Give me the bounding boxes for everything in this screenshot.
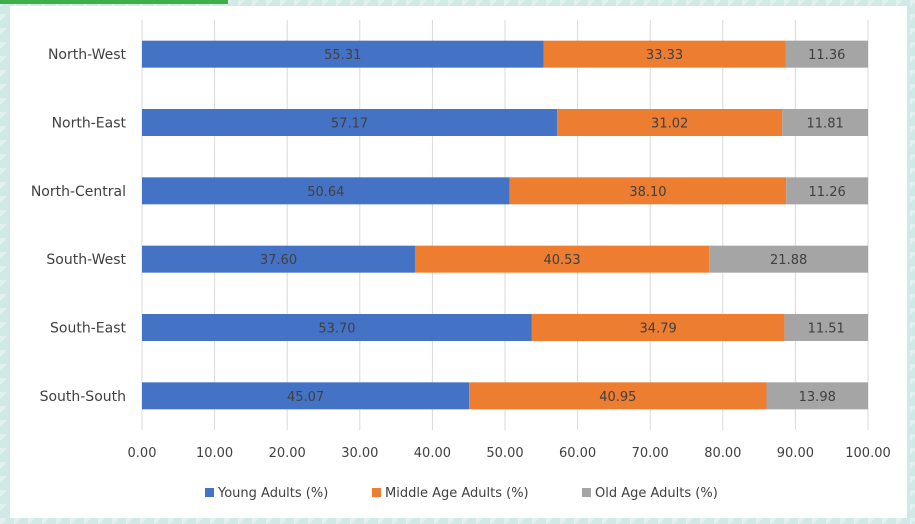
bar-segment (142, 109, 558, 136)
data-label: 37.60 (260, 253, 297, 268)
data-label: 11.51 (808, 322, 845, 337)
category-axis: North-West North-East North-Central South-W… (31, 47, 127, 405)
bar-segment (709, 245, 869, 273)
legend-label: Young Adults (%) (217, 486, 328, 501)
data-label: 34.79 (640, 322, 677, 337)
category-label: South-South (40, 389, 126, 405)
bar-segment (782, 109, 868, 136)
bar-segment (142, 314, 532, 341)
bars: 55.31 33.33 11.36 57.17 31.02 11.81 50.64 38.10… (142, 40, 869, 410)
bar-segment (469, 382, 767, 410)
data-label: 11.81 (807, 117, 844, 132)
bar-segment (785, 40, 868, 68)
data-label: 40.53 (543, 253, 580, 268)
data-label: 21.88 (770, 253, 807, 268)
category-label: South-East (50, 321, 126, 337)
x-tick-label: 30.00 (341, 446, 378, 461)
bar-segment (543, 40, 786, 68)
legend: Young Adults (%) Middle Age Adults (%) Old… (205, 486, 718, 501)
category-label: North-West (48, 47, 127, 63)
x-tick-label: 70.00 (632, 446, 669, 461)
data-label: 13.98 (799, 390, 836, 405)
x-tick-label: 20.00 (269, 446, 306, 461)
category-label: North-Central (31, 184, 126, 200)
value-axis: 0.00 10.00 20.00 30.00 40.00 50.00 60.00 70.00 8… (128, 446, 891, 461)
bar-segment (142, 177, 510, 205)
data-label: 53.70 (318, 322, 355, 337)
legend-label: Middle Age Adults (%) (385, 486, 529, 501)
x-tick-label: 80.00 (704, 446, 741, 461)
stacked-bar-chart: 55.31 33.33 11.36 57.17 31.02 11.81 50.64 38.10… (31, 20, 891, 501)
bar-segment (531, 314, 785, 341)
x-tick-label: 50.00 (486, 446, 523, 461)
x-tick-label: 10.00 (196, 446, 233, 461)
category-label: South-West (46, 252, 126, 268)
category-label: North-East (52, 116, 127, 132)
legend-swatch (372, 488, 381, 497)
bar-segment (557, 109, 783, 136)
bar-segment (766, 382, 868, 410)
data-label: 11.26 (809, 185, 846, 200)
data-label: 45.07 (287, 390, 324, 405)
bar-segment (784, 314, 868, 341)
bar-segment (414, 245, 710, 273)
x-tick-label: 100.00 (845, 446, 891, 461)
data-label: 11.36 (808, 48, 845, 63)
data-label: 31.02 (651, 117, 688, 132)
bar-segment (142, 245, 415, 273)
x-tick-label: 0.00 (128, 446, 157, 461)
data-label: 50.64 (307, 185, 344, 200)
chart-panel: 55.31 33.33 11.36 57.17 31.02 11.81 50.64 38.10… (10, 6, 907, 518)
legend-swatch (205, 488, 214, 497)
bar-segment (142, 40, 544, 68)
legend-label: Old Age Adults (%) (595, 486, 718, 501)
bar-segment (786, 177, 868, 205)
x-tick-label: 40.00 (414, 446, 451, 461)
bar-segment (509, 177, 787, 205)
data-label: 40.95 (599, 390, 636, 405)
gridlines (141, 20, 869, 430)
data-label: 57.17 (331, 117, 368, 132)
x-tick-label: 90.00 (777, 446, 814, 461)
x-tick-label: 60.00 (559, 446, 596, 461)
bar-segment (142, 382, 470, 410)
data-label: 38.10 (629, 185, 666, 200)
data-label: 33.33 (646, 48, 683, 63)
accent-tab (0, 0, 228, 4)
data-label: 55.31 (324, 48, 361, 63)
legend-swatch (582, 488, 591, 497)
